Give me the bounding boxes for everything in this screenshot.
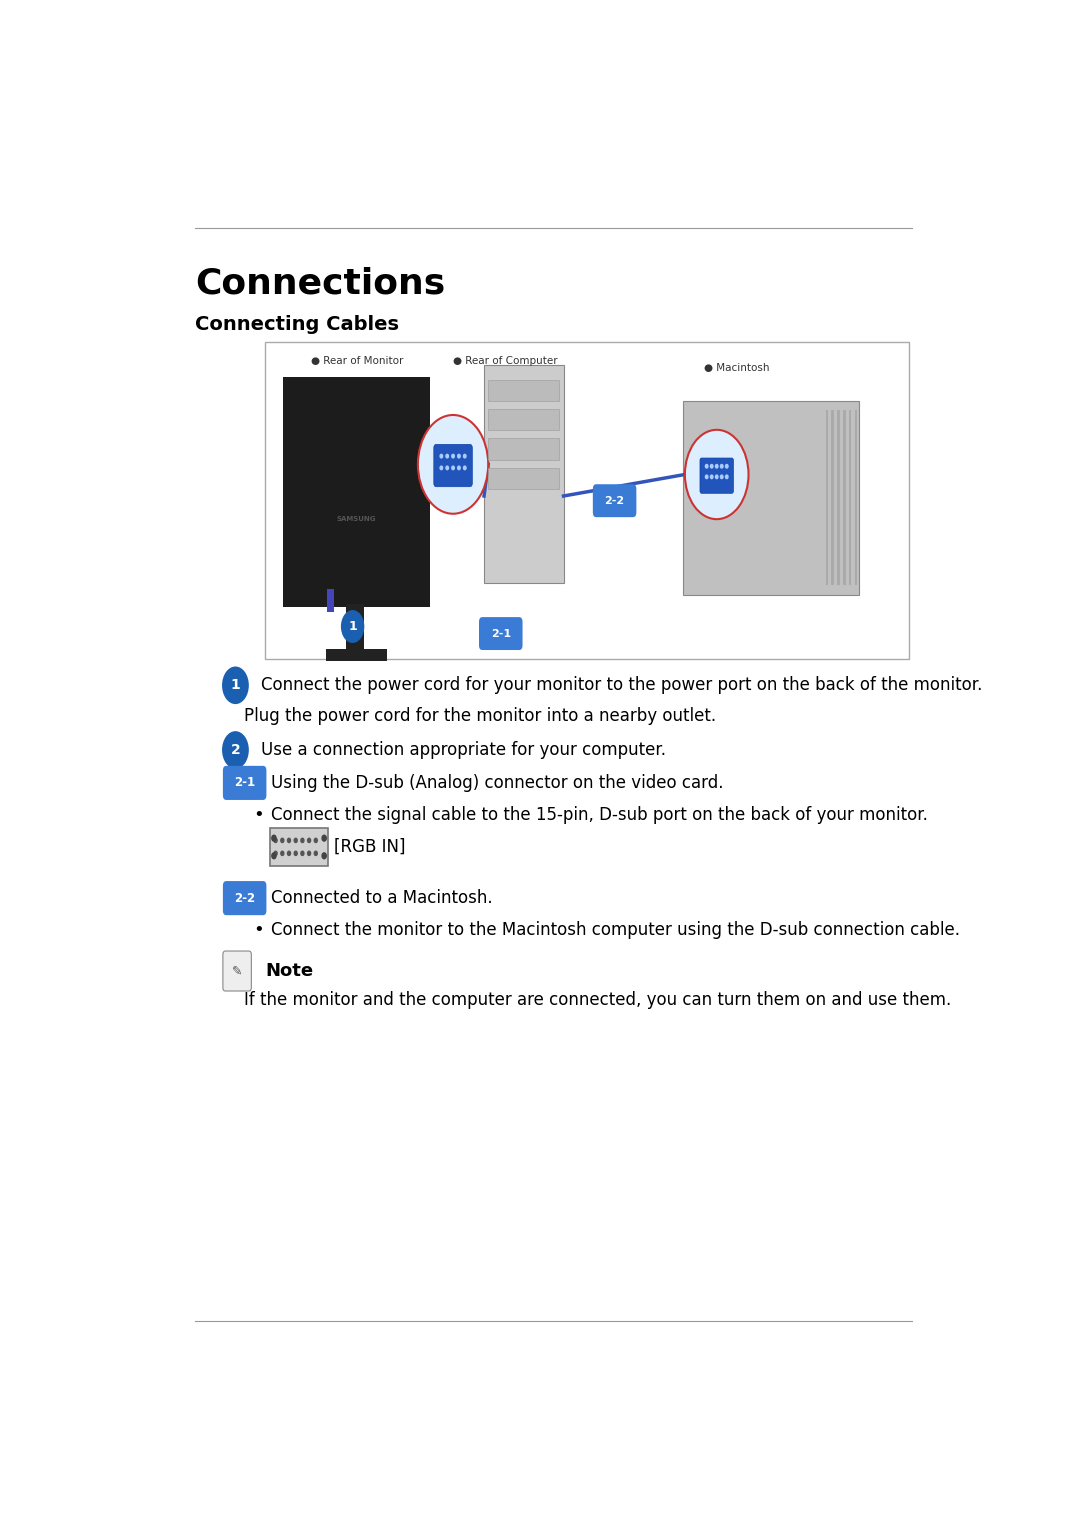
Circle shape <box>294 851 297 855</box>
Bar <box>327 589 334 612</box>
Bar <box>825 411 828 585</box>
Circle shape <box>274 851 278 855</box>
Text: ● Rear of Monitor: ● Rear of Monitor <box>311 356 403 366</box>
FancyBboxPatch shape <box>700 458 733 493</box>
Circle shape <box>274 838 278 843</box>
Bar <box>488 409 559 431</box>
Text: Connections: Connections <box>195 267 446 301</box>
Bar <box>837 411 840 585</box>
Text: Use a connection appropriate for your computer.: Use a connection appropriate for your co… <box>260 741 665 759</box>
Bar <box>484 365 564 583</box>
Circle shape <box>322 835 326 841</box>
Bar <box>346 605 364 651</box>
Circle shape <box>440 455 443 458</box>
Circle shape <box>418 415 488 513</box>
Circle shape <box>272 835 276 841</box>
Bar <box>684 400 859 594</box>
FancyBboxPatch shape <box>480 617 523 651</box>
Circle shape <box>446 466 448 470</box>
Circle shape <box>705 475 707 478</box>
Text: SAMSUNG: SAMSUNG <box>337 516 376 522</box>
Text: •: • <box>254 921 265 939</box>
Text: •: • <box>254 806 265 823</box>
Circle shape <box>711 464 713 467</box>
Bar <box>832 411 834 585</box>
Circle shape <box>451 455 455 458</box>
Bar <box>488 438 559 460</box>
Circle shape <box>715 475 718 478</box>
Circle shape <box>726 475 728 478</box>
FancyBboxPatch shape <box>434 444 472 487</box>
Circle shape <box>281 851 284 855</box>
Circle shape <box>308 838 311 843</box>
FancyBboxPatch shape <box>222 951 252 991</box>
Circle shape <box>711 475 713 478</box>
FancyBboxPatch shape <box>270 828 328 866</box>
Circle shape <box>463 466 467 470</box>
Text: 1: 1 <box>230 678 241 692</box>
Circle shape <box>287 851 291 855</box>
FancyBboxPatch shape <box>222 767 267 800</box>
Circle shape <box>222 666 248 704</box>
Bar <box>488 467 559 489</box>
Circle shape <box>715 464 718 467</box>
Bar <box>843 411 846 585</box>
Circle shape <box>314 851 318 855</box>
Text: Note: Note <box>266 962 313 980</box>
Text: 2-1: 2-1 <box>490 629 511 638</box>
Circle shape <box>720 464 723 467</box>
Bar <box>488 380 559 400</box>
Text: 2-2: 2-2 <box>234 892 255 904</box>
Text: ● Rear of Computer: ● Rear of Computer <box>454 356 557 366</box>
Text: 2-1: 2-1 <box>234 776 255 789</box>
Circle shape <box>458 466 460 470</box>
Circle shape <box>222 731 248 768</box>
Circle shape <box>287 838 291 843</box>
Text: Connect the monitor to the Macintosh computer using the D-sub connection cable.: Connect the monitor to the Macintosh com… <box>271 921 960 939</box>
Circle shape <box>281 838 284 843</box>
Circle shape <box>440 466 443 470</box>
Text: 1: 1 <box>348 620 357 634</box>
Text: If the monitor and the computer are connected, you can turn them on and use them: If the monitor and the computer are conn… <box>244 991 951 1009</box>
Circle shape <box>720 475 723 478</box>
Circle shape <box>294 838 297 843</box>
Text: ● Macintosh: ● Macintosh <box>704 363 770 373</box>
Text: Connecting Cables: Connecting Cables <box>195 315 400 334</box>
Circle shape <box>446 455 448 458</box>
Bar <box>849 411 851 585</box>
Circle shape <box>341 611 364 643</box>
Text: 2-2: 2-2 <box>605 496 624 505</box>
Circle shape <box>705 464 707 467</box>
Bar <box>326 649 387 661</box>
Circle shape <box>322 854 326 858</box>
Text: ✎: ✎ <box>232 965 242 977</box>
Circle shape <box>726 464 728 467</box>
Circle shape <box>272 854 276 858</box>
Text: Plug the power cord for the monitor into a nearby outlet.: Plug the power cord for the monitor into… <box>244 707 716 725</box>
Text: [RGB IN]: [RGB IN] <box>334 838 406 857</box>
Circle shape <box>308 851 311 855</box>
FancyBboxPatch shape <box>283 377 430 606</box>
Text: Using the D-sub (Analog) connector on the video card.: Using the D-sub (Analog) connector on th… <box>271 774 724 793</box>
FancyBboxPatch shape <box>265 342 909 660</box>
Circle shape <box>301 838 303 843</box>
Bar <box>855 411 858 585</box>
Circle shape <box>451 466 455 470</box>
Circle shape <box>301 851 303 855</box>
Circle shape <box>685 429 748 519</box>
Circle shape <box>458 455 460 458</box>
Text: Connect the power cord for your monitor to the power port on the back of the mon: Connect the power cord for your monitor … <box>260 676 982 695</box>
Circle shape <box>463 455 467 458</box>
Text: Connected to a Macintosh.: Connected to a Macintosh. <box>271 889 492 907</box>
FancyBboxPatch shape <box>593 484 636 518</box>
FancyBboxPatch shape <box>222 881 267 915</box>
Circle shape <box>314 838 318 843</box>
Text: 2: 2 <box>230 744 241 757</box>
Text: Connect the signal cable to the 15-pin, D-sub port on the back of your monitor.: Connect the signal cable to the 15-pin, … <box>271 806 928 823</box>
